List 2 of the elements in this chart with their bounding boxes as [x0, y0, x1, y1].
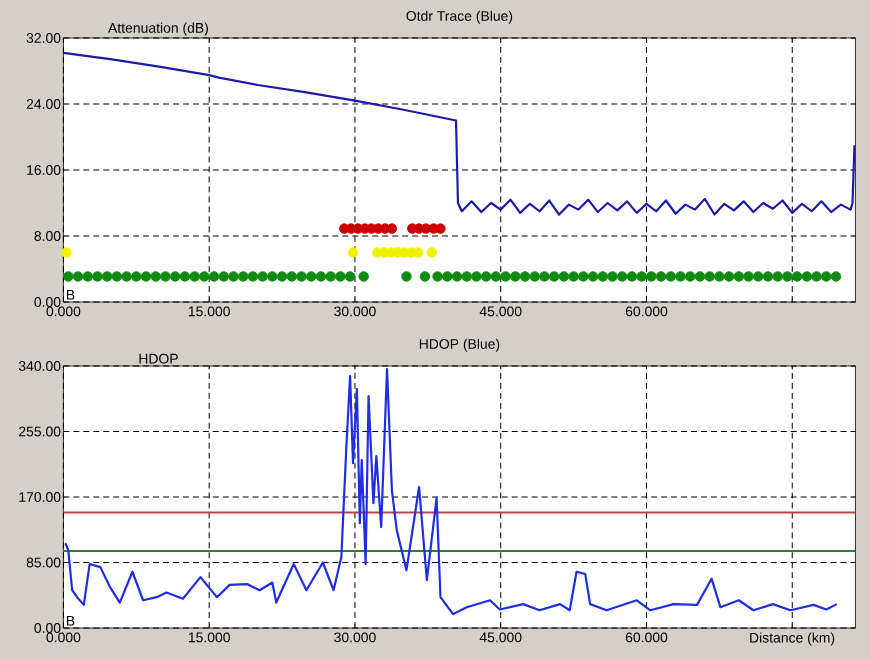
line-series	[63, 51, 856, 216]
line-series	[64, 367, 839, 616]
